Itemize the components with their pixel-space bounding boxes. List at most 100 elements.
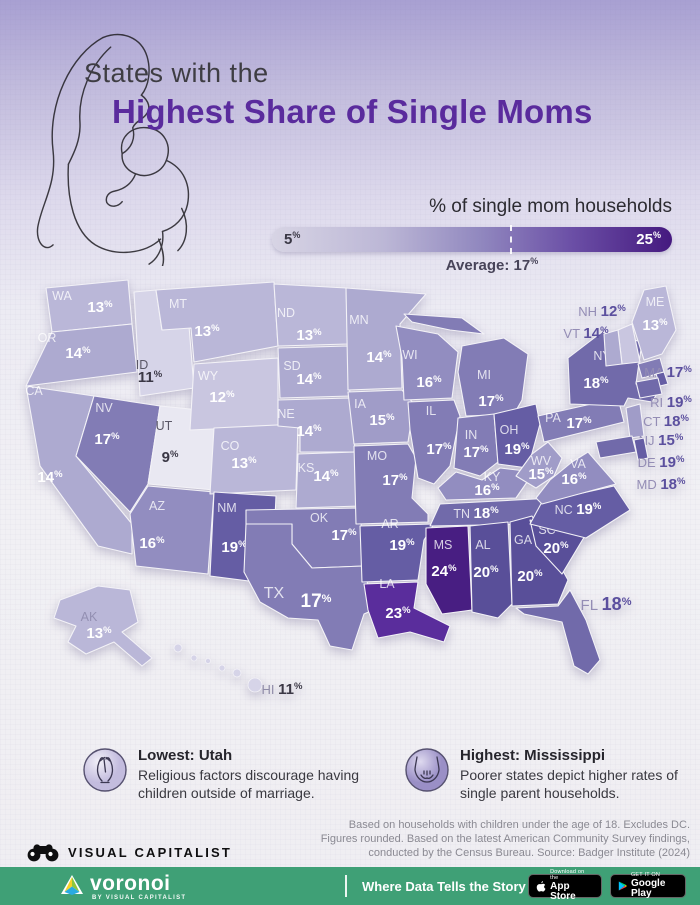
state-abbr-OK: OK <box>310 511 329 525</box>
state-shape-IN <box>453 413 499 477</box>
state-abbr-ID: ID <box>136 358 149 372</box>
state-label-DE: DE 19% <box>638 454 685 471</box>
state-shape-MO <box>353 443 429 525</box>
state-shape-AK <box>53 585 153 667</box>
google-play-badge[interactable]: GET IT ON Google Play <box>610 871 686 900</box>
state-abbr-GA: GA <box>514 533 533 547</box>
state-shape-OR <box>25 323 138 387</box>
state-value-MS: 24% <box>431 563 457 580</box>
state-abbr-PA: PA <box>545 411 561 425</box>
state-value-PA: 17% <box>566 415 592 432</box>
state-label-VT: VT 14% <box>563 325 609 342</box>
state-shape-LA <box>363 581 451 643</box>
google-play-icon <box>618 881 627 891</box>
app-store-badge[interactable]: Download on the App Store <box>528 869 602 902</box>
state-shape-HI <box>218 664 226 672</box>
state-shape-HI <box>232 668 242 678</box>
source-line: Based on households with children under … <box>348 819 690 831</box>
state-value-ID: 11% <box>138 369 163 386</box>
footer-bar: voronoi BY VISUAL CAPITALIST Where Data … <box>0 867 700 905</box>
state-abbr-NV: NV <box>95 401 113 415</box>
state-abbr-KY: KY <box>484 470 501 484</box>
state-abbr-AR: AR <box>381 517 398 531</box>
state-value-AZ: 16% <box>139 535 165 552</box>
state-value-WV: 15% <box>528 466 554 483</box>
legend-gradient-bar: 5% 25% <box>272 225 672 254</box>
state-abbr-IN: IN <box>465 428 478 442</box>
callout-highest: Highest: Mississippi Poorer states depic… <box>404 747 686 802</box>
state-value-IN: 17% <box>463 444 489 461</box>
state-shape-MS <box>425 525 473 615</box>
state-value-OK: 17% <box>331 527 357 544</box>
state-value-UT: 9% <box>162 449 179 466</box>
state-value-LA: 23% <box>385 605 411 622</box>
legend-average-label: Average: 17% <box>445 256 539 274</box>
cupped-hands-icon <box>405 748 449 792</box>
voronoi-logo-icon <box>61 875 83 895</box>
state-abbr-IA: IA <box>354 397 366 411</box>
state-value-CA: 14% <box>37 469 63 486</box>
praying-hands-icon <box>83 748 127 792</box>
state-abbr-MI: MI <box>477 368 491 382</box>
state-shape-MD <box>595 435 637 459</box>
state-shape-MI <box>403 313 485 335</box>
state-shape-ME <box>631 285 677 361</box>
state-shape-VA <box>535 451 617 505</box>
publisher-name: VISUAL CAPITALIST <box>68 844 233 860</box>
state-value-NE: 14% <box>296 423 322 440</box>
state-abbr-WY: WY <box>198 369 219 383</box>
state-shape-NJ <box>625 403 645 439</box>
state-abbr-VA: VA <box>570 457 586 471</box>
state-shape-OH <box>493 403 541 469</box>
state-value-SD: 14% <box>296 371 322 388</box>
state-shape-WV <box>515 441 563 489</box>
state-shape-AL <box>469 521 513 619</box>
callout-lowest: Lowest: Utah Religious factors discourag… <box>82 747 372 802</box>
state-value-OR: 14% <box>65 345 91 362</box>
footer-divider <box>345 875 347 897</box>
legend-max-label: 25% <box>636 230 661 248</box>
state-shape-FL <box>515 589 601 675</box>
state-abbr-MT: MT <box>169 297 187 311</box>
legend-average-marker <box>510 225 512 254</box>
state-abbr-IL: IL <box>426 404 436 418</box>
state-value-NV: 17% <box>94 431 120 448</box>
state-value-TX: 17% <box>301 591 332 612</box>
callout-highest-body: Poorer states depict higher rates of sin… <box>460 767 678 801</box>
state-label-NH: NH 12% <box>578 303 626 320</box>
voronoi-brand: voronoi <box>90 872 171 895</box>
state-value-WI: 16% <box>416 374 442 391</box>
state-abbr-ND: ND <box>277 306 295 320</box>
mother-baby-line-art <box>36 33 190 266</box>
state-shape-KY <box>437 467 535 501</box>
state-value-IL: 17% <box>426 441 452 458</box>
google-play-badge-text: GET IT ON Google Play <box>630 871 666 900</box>
title-prefix: States with the <box>84 58 269 88</box>
state-value-IA: 15% <box>369 412 395 429</box>
state-shape-MI <box>457 337 529 417</box>
state-label-RI: RI 19% <box>650 394 692 411</box>
state-value-MT: 13% <box>194 323 220 340</box>
state-label-CT: CT 18% <box>643 413 689 430</box>
state-label-MA: MA 17% <box>644 364 692 381</box>
state-shape-MT <box>155 281 279 363</box>
state-value-WA: 13% <box>87 299 113 316</box>
state-abbr-KS: KS <box>298 461 315 475</box>
state-abbr-SD: SD <box>283 359 300 373</box>
state-value-ME: 13% <box>642 317 668 334</box>
state-abbr-MN: MN <box>349 313 368 327</box>
state-abbr-UT: UT <box>156 419 173 433</box>
state-shape-HI <box>247 677 263 693</box>
state-abbr-MO: MO <box>367 449 387 463</box>
state-value-MO: 17% <box>382 472 408 489</box>
state-abbr-AZ: AZ <box>149 499 165 513</box>
state-abbr-AK: AK <box>81 610 98 624</box>
state-value-KY: 16% <box>474 482 500 499</box>
legend-min-label: 5% <box>284 230 301 248</box>
callout-highest-heading: Highest: Mississippi <box>460 747 606 764</box>
state-abbr-CA: CA <box>25 384 43 398</box>
state-abbr-TX: TX <box>264 585 285 602</box>
state-value-NY: 18% <box>583 375 609 392</box>
footer-tagline: Where Data Tells the Story <box>362 879 526 894</box>
state-label-FL: FL 18% <box>581 594 632 614</box>
